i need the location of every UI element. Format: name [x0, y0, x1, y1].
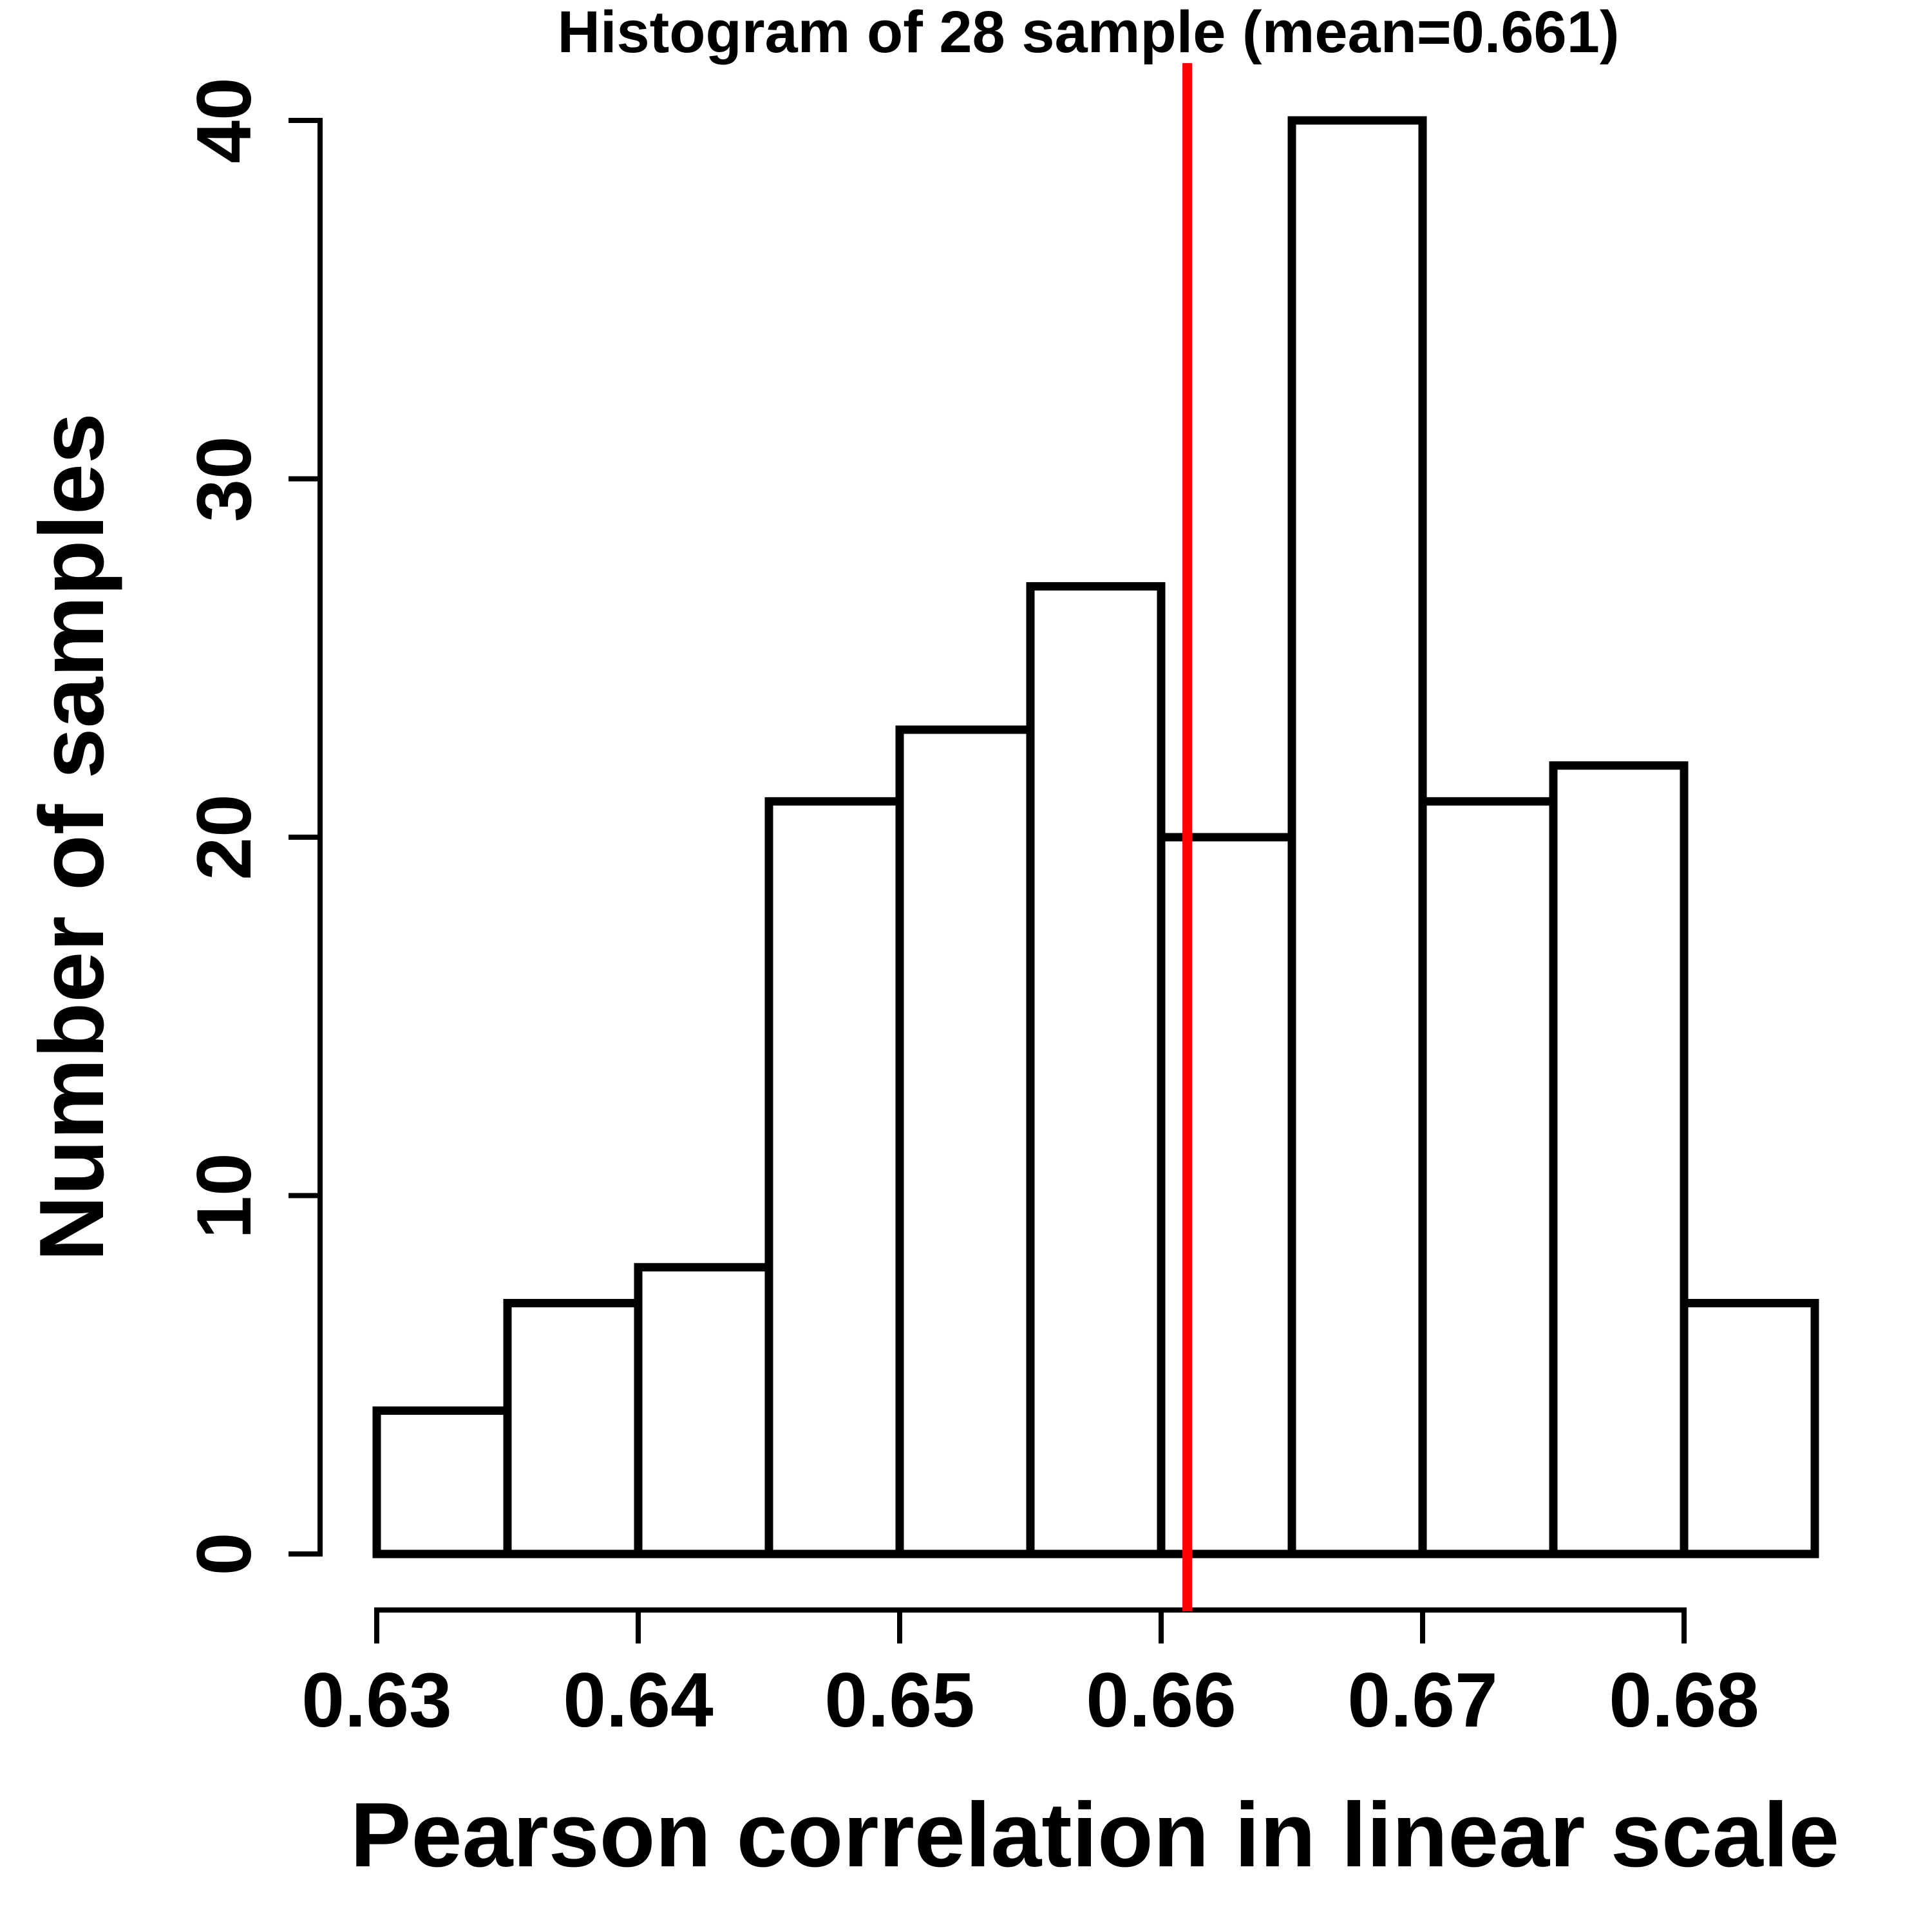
histogram-bar	[1680, 1298, 1819, 1558]
x-tick-label: 0.65	[824, 1657, 975, 1743]
histogram-bar	[1157, 833, 1296, 1558]
y-tick-label: 10	[181, 1152, 267, 1239]
histogram-bar	[1287, 116, 1427, 1558]
y-tick-label: 30	[181, 435, 267, 522]
histogram-bar	[372, 1406, 512, 1558]
chart-title: Histogram of 28 sample (mean=0.661)	[557, 0, 1620, 65]
x-tick-label: 0.63	[301, 1657, 452, 1743]
histogram-bar	[1026, 582, 1166, 1558]
histogram-bar	[1418, 797, 1558, 1558]
histogram-bar	[634, 1263, 773, 1558]
x-tick-label: 0.66	[1086, 1657, 1236, 1743]
y-tick-label: 0	[181, 1532, 267, 1576]
x-axis-title: Pearson correlation in linear scale	[350, 1784, 1840, 1886]
x-tick-label: 0.67	[1347, 1657, 1498, 1743]
y-axis-title: Number of samples	[21, 413, 123, 1262]
x-tick-label: 0.64	[563, 1657, 714, 1743]
histogram-bar	[764, 797, 904, 1558]
histogram-bar	[895, 725, 1035, 1558]
histogram-bar	[1549, 761, 1689, 1558]
histogram-bar	[503, 1298, 643, 1558]
y-tick-label: 40	[181, 77, 267, 164]
x-tick-label: 0.68	[1609, 1657, 1759, 1743]
y-tick-label: 20	[181, 794, 267, 880]
